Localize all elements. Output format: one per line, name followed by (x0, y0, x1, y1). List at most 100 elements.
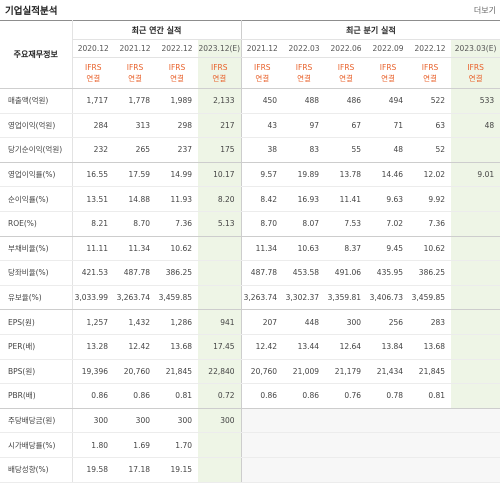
quarter-value-cell: 67 (325, 113, 368, 139)
annual-value-cell: 14.99 (156, 162, 198, 188)
annual-value-cell: 8.21 (72, 211, 114, 237)
quarter-value-cell: 256 (367, 309, 410, 335)
table-row: 시가배당률(%) 1.80 1.69 1.70 (0, 432, 500, 458)
quarter-value-cell: 10.63 (283, 236, 326, 262)
ifrs-consolidated-label: IFRS 연결 (241, 57, 284, 89)
annual-value-cell: 3,033.99 (72, 285, 114, 311)
consolidated-label: 연결 (423, 74, 437, 83)
quarter-value-cell (283, 432, 326, 458)
annual-value-cell: 313 (114, 113, 156, 139)
period-header-row: 2020.12 2021.12 2022.12 2023.12(E) 2021.12 20… (0, 39, 500, 58)
consolidated-label: 연결 (339, 74, 353, 83)
quarter-value-cell (325, 408, 368, 434)
annual-value-cell: 1.69 (114, 432, 156, 458)
ifrs-consolidated-label: IFRS 연결 (198, 57, 242, 89)
quarter-value-cell (241, 408, 284, 434)
quarter-value-cell: 7.36 (409, 211, 452, 237)
ifrs-label: IFRS (379, 63, 397, 72)
quarter-value-cell: 55 (325, 137, 368, 163)
annual-value-cell: 265 (114, 137, 156, 163)
quarter-value-cell: 522 (409, 88, 452, 114)
annual-value-cell: 1.80 (72, 432, 114, 458)
quarter-value-cell: 435.95 (367, 260, 410, 286)
quarter-value-cell: 8.07 (283, 211, 326, 237)
annual-value-cell: 21,845 (156, 359, 198, 385)
quarter-value-cell: 0.81 (409, 383, 452, 409)
annual-value-cell: 17.59 (114, 162, 156, 188)
table-row: PER(배) 13.28 12.42 13.68 17.45 12.42 13.44 12.6… (0, 334, 500, 360)
quarter-value-cell: 21,179 (325, 359, 368, 385)
quarter-value-cell: 450 (241, 88, 284, 114)
ifrs-consolidated-label: IFRS 연결 (325, 57, 368, 89)
ifrs-label: IFRS (211, 63, 228, 72)
annual-value-cell: 1.70 (156, 432, 198, 458)
row-header-label: 주요재무정보 (0, 20, 73, 89)
quarter-value-cell: 13.44 (283, 334, 326, 360)
consolidated-label: 연결 (86, 74, 101, 83)
table-row: BPS(원) 19,396 20,760 21,845 22,840 20,760 21,0… (0, 359, 500, 385)
ifrs-label: IFRS (126, 63, 144, 72)
ifrs-consolidated-label: IFRS 연결 (283, 57, 326, 89)
row-label: ROE(%) (0, 211, 73, 237)
annual-value-cell: 487.78 (114, 260, 156, 286)
quarter-value-cell: 21,434 (367, 359, 410, 385)
quarter-value-cell: 283 (409, 309, 452, 335)
more-link[interactable]: 더보기 (473, 6, 496, 15)
period-header: 2022.03 (283, 39, 326, 58)
ifrs-consolidated-label: IFRS 연결 (451, 57, 500, 89)
row-label: EPS(원) (0, 309, 73, 335)
quarter-value-cell: 3,263.74 (241, 285, 284, 311)
quarter-value-cell: 71 (367, 113, 410, 139)
annual-value-cell: 300 (114, 408, 156, 434)
annual-value-cell: 941 (198, 309, 242, 335)
quarter-value-cell (451, 383, 500, 409)
annual-value-cell: 300 (198, 408, 242, 434)
quarter-value-cell: 16.93 (283, 186, 326, 212)
annual-value-cell: 1,717 (72, 88, 114, 114)
quarter-value-cell (325, 457, 368, 483)
annual-value-cell: 3,459.85 (156, 285, 198, 311)
quarter-value-cell: 43 (241, 113, 284, 139)
quarter-value-cell: 448 (283, 309, 326, 335)
period-header: 2022.06 (325, 39, 368, 58)
row-label: 영업이익(억원) (0, 113, 73, 139)
quarter-value-cell: 20,760 (241, 359, 284, 385)
quarter-value-cell: 386.25 (409, 260, 452, 286)
table-body: 매출액(억원) 1,717 1,778 1,989 2,133 450 488 486 494 5… (0, 88, 500, 483)
quarter-value-cell: 487.78 (241, 260, 284, 286)
quarter-value-cell: 10.62 (409, 236, 452, 262)
row-label: PER(배) (0, 334, 73, 360)
quarter-value-cell: 491.06 (325, 260, 368, 286)
quarter-value-cell: 8.70 (241, 211, 284, 237)
annual-value-cell: 8.70 (114, 211, 156, 237)
annual-value-cell: 12.42 (114, 334, 156, 360)
annual-value-cell: 17.18 (114, 457, 156, 483)
row-label: 영업이익률(%) (0, 162, 73, 188)
annual-value-cell: 11.11 (72, 236, 114, 262)
annual-value-cell (198, 236, 242, 262)
accounting-standard-row: IFRS 연결 IFRS 연결 IFRS 연결 IFRS 연결 IFRS 연결 IFRS 연결 IFRS… (0, 57, 500, 89)
quarter-value-cell: 300 (325, 309, 368, 335)
ifrs-label: IFRS (85, 63, 102, 72)
section-title: 기업실적분석 (5, 6, 58, 17)
row-label: 유보율(%) (0, 285, 73, 311)
quarter-value-cell (367, 408, 410, 434)
quarter-value-cell: 453.58 (283, 260, 326, 286)
annual-value-cell: 2,133 (198, 88, 242, 114)
table-row: 주당배당금(원) 300 300 300 300 (0, 408, 500, 434)
annual-value-cell: 11.93 (156, 186, 198, 212)
table-row: 당기순이익(억원) 232 265 237 175 38 83 55 48 52 (0, 137, 500, 163)
ifrs-consolidated-label: IFRS 연결 (367, 57, 410, 89)
consolidated-label: 연결 (170, 74, 184, 83)
period-header: 2022.09 (367, 39, 410, 58)
quarter-value-cell (451, 359, 500, 385)
quarter-value-cell (451, 236, 500, 262)
annual-value-cell: 7.36 (156, 211, 198, 237)
annual-value-cell: 13.68 (156, 334, 198, 360)
quarter-value-cell: 13.84 (367, 334, 410, 360)
annual-value-cell: 0.86 (114, 383, 156, 409)
quarter-value-cell: 0.86 (283, 383, 326, 409)
annual-value-cell: 0.81 (156, 383, 198, 409)
quarter-value-cell: 9.01 (451, 162, 500, 188)
ifrs-consolidated-label: IFRS 연결 (409, 57, 452, 89)
